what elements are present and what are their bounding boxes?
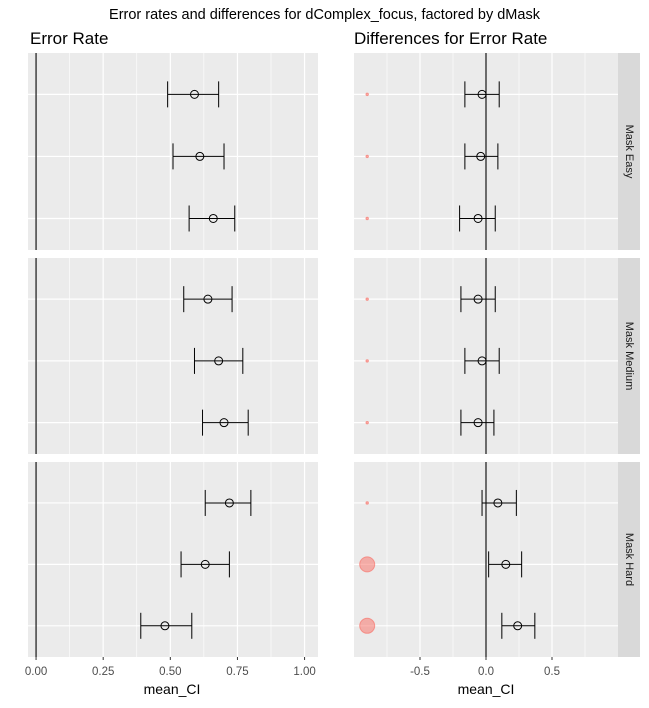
mean-point: [160, 621, 170, 631]
significance-marker: [359, 556, 376, 573]
panel-background: [28, 258, 318, 454]
facet-strip-label: Mask Easy: [623, 125, 635, 179]
facet-strip: [618, 258, 640, 454]
mean-point: [473, 294, 483, 304]
significance-marker: [359, 617, 376, 634]
mean-point: [214, 356, 224, 366]
x-tick-label: 0.75: [226, 666, 248, 678]
facet-panel-1-1: Mask Medium: [354, 258, 640, 454]
x-tick-label: 0.5: [544, 666, 560, 678]
mean-point: [477, 356, 487, 366]
mean-point: [200, 559, 210, 569]
facet-panel-0-0: [28, 53, 318, 250]
mean-point: [513, 621, 523, 631]
facet-strip-label: Mask Hard: [623, 533, 635, 586]
figure-title: Error rates and differences for dComplex…: [109, 7, 541, 23]
right-panel-title: Differences for Error Rate: [354, 29, 547, 48]
mean-point: [195, 151, 205, 161]
significance-marker: [365, 216, 369, 221]
facet-strip-label: Mask Medium: [623, 322, 635, 390]
mean-point: [208, 213, 218, 223]
mean-point: [189, 89, 199, 99]
left-panel-title: Error Rate: [30, 29, 108, 48]
mean-point: [203, 294, 213, 304]
mean-point: [477, 89, 487, 99]
x-tick-label: -0.5: [410, 666, 430, 678]
mean-point: [224, 498, 234, 508]
mean-point: [493, 498, 503, 508]
x-tick-label: 0.50: [159, 666, 181, 678]
facet-panel-1-2: Mask Hard: [354, 462, 640, 657]
significance-marker: [365, 297, 369, 301]
significance-marker: [365, 359, 369, 363]
mean-point: [501, 559, 511, 569]
facet-panel-1-0: Mask Easy: [354, 53, 640, 250]
significance-marker: [365, 501, 369, 505]
significance-marker: [365, 154, 369, 159]
left-x-axis-label: mean_CI: [144, 681, 201, 697]
panel-background: [28, 462, 318, 657]
facet-panel-0-1: [28, 258, 318, 454]
x-tick-label: 0.00: [25, 666, 47, 678]
mean-point: [473, 213, 483, 223]
facet-panel-0-2: [28, 462, 318, 657]
significance-marker: [365, 420, 369, 425]
x-tick-label: 0.0: [478, 666, 494, 678]
significance-marker: [365, 92, 369, 97]
mean-point: [476, 151, 486, 161]
x-tick-label: 0.25: [92, 666, 114, 678]
right-x-axis-label: mean_CI: [458, 681, 515, 697]
x-tick-label: 1.00: [293, 666, 315, 678]
mean-point: [473, 418, 483, 428]
mean-point: [219, 418, 229, 428]
facet-strip: [618, 53, 640, 250]
facet-strip: [618, 462, 640, 657]
